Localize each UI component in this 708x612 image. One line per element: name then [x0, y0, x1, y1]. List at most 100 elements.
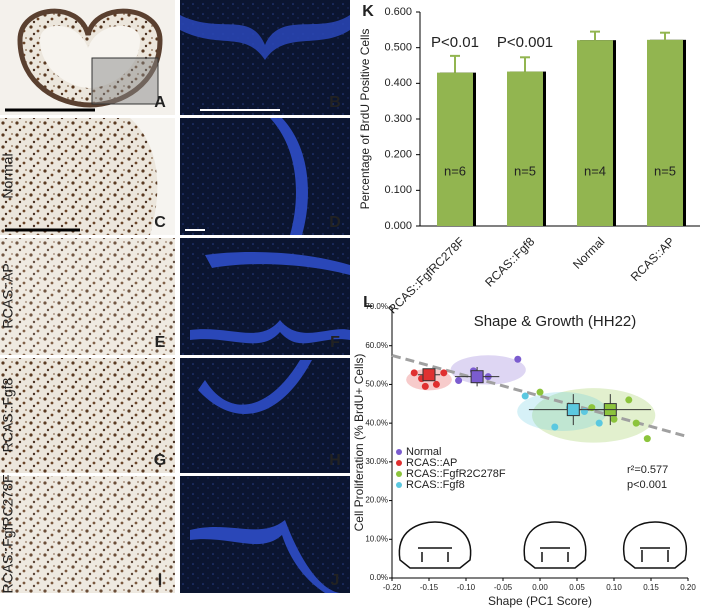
y-tick-label: 30.0% [365, 457, 388, 466]
y-tick-label: 20.0% [365, 496, 388, 505]
x-tick-label: -0.10 [457, 583, 476, 592]
data-point [432, 380, 440, 388]
data-point [455, 377, 463, 385]
x-tick-label: -0.20 [383, 583, 402, 592]
legend-swatch [396, 460, 402, 466]
skull-outlines [398, 521, 688, 569]
data-point [421, 382, 429, 390]
y-tick-label: 60.0% [365, 341, 388, 350]
epithelium [180, 15, 350, 60]
data-point [410, 369, 418, 377]
annotation: r²=0.577 [627, 464, 668, 476]
epithelium [198, 360, 312, 414]
epithelium [190, 252, 350, 344]
data-point [643, 435, 651, 443]
row-label: RCAS::FgfRC278F [0, 474, 16, 593]
panel-letter: E [155, 334, 166, 351]
data-point [536, 388, 544, 396]
micrographs [0, 0, 350, 593]
bar [577, 40, 613, 226]
data-point [632, 419, 640, 427]
data-point [625, 396, 633, 404]
mean-marker [566, 403, 580, 417]
y-tick-label: 70.0% [365, 302, 388, 311]
row-label: Normal [0, 153, 16, 198]
x-tick-label: RCAS::AP [628, 234, 678, 284]
y-tick-label: 0.300 [384, 113, 412, 125]
panel-letter: K [362, 3, 374, 20]
data-point [580, 408, 588, 416]
x-tick-label: 0.15 [643, 583, 659, 592]
micrograph-row [0, 476, 350, 593]
x-tick-label: Normal [570, 234, 607, 271]
micrograph [0, 238, 175, 355]
data-point [521, 392, 529, 400]
y-tick-label: 0.0% [370, 573, 388, 582]
n-label: n=6 [444, 163, 466, 178]
data-point [595, 419, 603, 427]
micrograph [0, 476, 175, 593]
micrograph [180, 358, 350, 473]
x-tick-label: -0.05 [494, 583, 513, 592]
x-tick-label: RCAS::FgfRC278F [385, 234, 467, 316]
data-point [588, 404, 596, 412]
x-tick-label: 0.20 [680, 583, 696, 592]
panel-letter: L [363, 294, 373, 311]
cluster-shade [532, 388, 656, 443]
p-value-label: P<0.01 [431, 34, 479, 51]
row-label: RCAS::Fgf8 [0, 377, 16, 452]
panel-letter: I [158, 572, 162, 589]
legend-swatch [396, 471, 402, 477]
bar [647, 39, 683, 226]
n-label: n=4 [584, 163, 606, 178]
panel-letter: D [329, 214, 341, 231]
p-value-label: P<0.001 [497, 34, 553, 51]
legend-label: RCAS::AP [406, 457, 457, 469]
micrograph [180, 118, 350, 235]
x-tick-label: 0.00 [532, 583, 548, 592]
panel-letter: C [154, 214, 166, 231]
legend-label: RCAS::FgfR2C278F [406, 468, 506, 480]
panel-letter: A [154, 94, 166, 111]
micrograph-row [0, 118, 350, 235]
mean-marker [422, 368, 436, 382]
legend-swatch [396, 449, 402, 455]
legend-label: Normal [406, 446, 441, 458]
epithelium [190, 520, 340, 593]
data-point [440, 369, 448, 377]
y-axis-label: Percentage of BrdU Positive Cells [358, 29, 372, 210]
inset-box [91, 57, 159, 105]
n-label: n=5 [654, 163, 676, 178]
legend-label: RCAS::Fgf8 [406, 479, 465, 491]
panel-letter: H [329, 452, 341, 469]
y-tick-label: 0.200 [384, 149, 412, 161]
x-tick-label: 0.05 [569, 583, 585, 592]
y-tick-label: 0.000 [384, 220, 412, 232]
y-tick-label: 0.600 [384, 6, 412, 18]
y-axis-label: Cell Proliferation (% BrdU+ Cells) [352, 354, 366, 532]
y-tick-label: 0.500 [384, 42, 412, 54]
row-label: RCAS::AP [0, 263, 16, 328]
y-tick-label: 40.0% [365, 418, 388, 427]
panel-letter: F [330, 334, 340, 351]
data-point [514, 355, 522, 363]
x-tick-label: -0.15 [420, 583, 439, 592]
y-tick-label: 0.100 [384, 184, 412, 196]
n-label: n=5 [514, 163, 536, 178]
panel-letter: B [329, 94, 341, 111]
cluster-shade [517, 392, 608, 432]
y-tick-label: 50.0% [365, 380, 388, 389]
background [130, 118, 175, 235]
x-tick-label: 0.10 [606, 583, 622, 592]
micrograph-row [0, 238, 350, 355]
y-tick-label: 0.400 [384, 77, 412, 89]
cluster-shade [450, 355, 526, 385]
micrograph [0, 358, 175, 473]
panel-letter: G [154, 452, 166, 469]
data-point [610, 415, 618, 423]
mean-marker [470, 370, 484, 384]
bar [437, 72, 473, 226]
data-point [551, 423, 559, 431]
y-tick-label: 10.0% [365, 534, 388, 543]
